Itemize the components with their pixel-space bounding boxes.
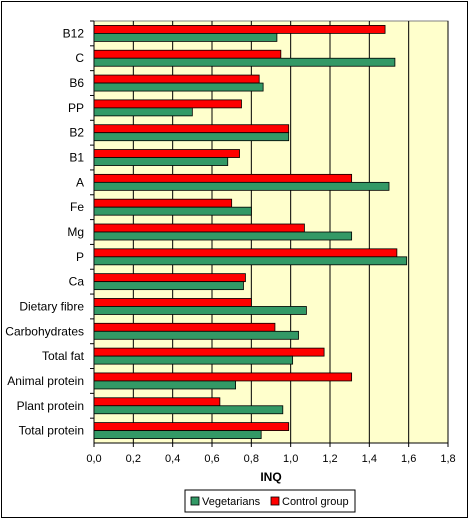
- category-label: Animal protein: [7, 374, 84, 388]
- bars: [90, 20, 408, 439]
- bar-vegetarians: [93, 405, 284, 415]
- x-tick-label: 0,2: [126, 453, 141, 465]
- bar-control-group: [93, 124, 290, 134]
- bar-vegetarians: [93, 256, 408, 266]
- x-tick-label: 1,8: [440, 453, 455, 465]
- x-tick-labels: 0,0 0,2 0,4 0,6 0,8 1,0 1,2 1,4 1,6 1,8: [86, 443, 456, 465]
- bar-control-group: [93, 397, 221, 407]
- bar-control-group: [93, 372, 353, 382]
- bar-vegetarians: [93, 33, 278, 42]
- bar-vegetarians: [93, 306, 307, 315]
- bar-control-group: [93, 347, 325, 357]
- bar-vegetarians: [93, 355, 294, 365]
- bar-vegetarians: [93, 330, 299, 340]
- category-label: Fe: [70, 200, 84, 214]
- bar-control-group: [93, 322, 276, 332]
- bar-control-group: [93, 74, 260, 84]
- category-label: Total protein: [19, 424, 84, 438]
- x-tick-label: 1,4: [362, 453, 377, 465]
- category-label: B2: [69, 126, 84, 140]
- x-axis-title: INQ: [260, 470, 281, 484]
- bar-vegetarians: [93, 430, 262, 439]
- bar-vegetarians: [93, 132, 290, 142]
- x-tick-label: 1,2: [322, 453, 337, 465]
- x-tick-label: 0,0: [86, 453, 101, 465]
- bar-control-group: [93, 248, 398, 258]
- bar-vegetarians: [93, 82, 264, 92]
- legend-box: [184, 489, 356, 513]
- legend-swatch: [190, 496, 200, 506]
- bar-control-group: [93, 99, 242, 109]
- bar-control-group: [93, 25, 386, 34]
- x-tick-label: 1,6: [401, 453, 416, 465]
- legend-label: Control group: [282, 496, 349, 508]
- category-label: PP: [68, 101, 84, 115]
- category-label: Dietary fibre: [19, 299, 84, 313]
- bar-vegetarians: [93, 107, 193, 117]
- bar-control-group: [93, 223, 305, 233]
- legend-swatch: [270, 496, 280, 506]
- x-tick-label: 1,0: [283, 453, 298, 465]
- category-label: A: [76, 175, 84, 189]
- category-label: Plant protein: [17, 399, 84, 413]
- bar-vegetarians: [93, 157, 229, 166]
- category-label: Ca: [69, 275, 85, 289]
- bar-control-group: [93, 49, 282, 59]
- bar-control-group: [93, 198, 233, 208]
- category-label: C: [75, 51, 84, 65]
- bar-control-group: [93, 273, 246, 283]
- x-tick-label: 0,4: [165, 453, 180, 465]
- category-label: B1: [69, 151, 84, 165]
- category-label: Carbohydrates: [5, 324, 84, 338]
- x-tick-label: 0,6: [204, 453, 219, 465]
- bar-vegetarians: [93, 181, 390, 191]
- x-tick-label: 0,8: [244, 453, 259, 465]
- bar-control-group: [93, 422, 290, 431]
- category-label: P: [76, 250, 84, 264]
- bar-vegetarians: [93, 380, 237, 390]
- category-label: B6: [69, 76, 84, 90]
- bar-vegetarians: [93, 281, 244, 291]
- bar-control-group: [93, 173, 353, 183]
- category-label: B12: [63, 26, 85, 40]
- legend: Vegetarians Control group: [184, 489, 356, 513]
- bar-vegetarians: [93, 206, 252, 216]
- bar-control-group: [93, 298, 252, 307]
- legend-label: Vegetarians: [202, 496, 261, 508]
- category-label: Mg: [67, 225, 84, 239]
- bar-vegetarians: [93, 231, 353, 241]
- bar-control-group: [93, 149, 240, 158]
- category-labels: B12 C B6 PP B2 B1 A Fe Mg P Ca Dietary fibre Carbohy…: [5, 26, 84, 437]
- bar-vegetarians: [93, 57, 396, 67]
- category-label: Total fat: [42, 349, 85, 363]
